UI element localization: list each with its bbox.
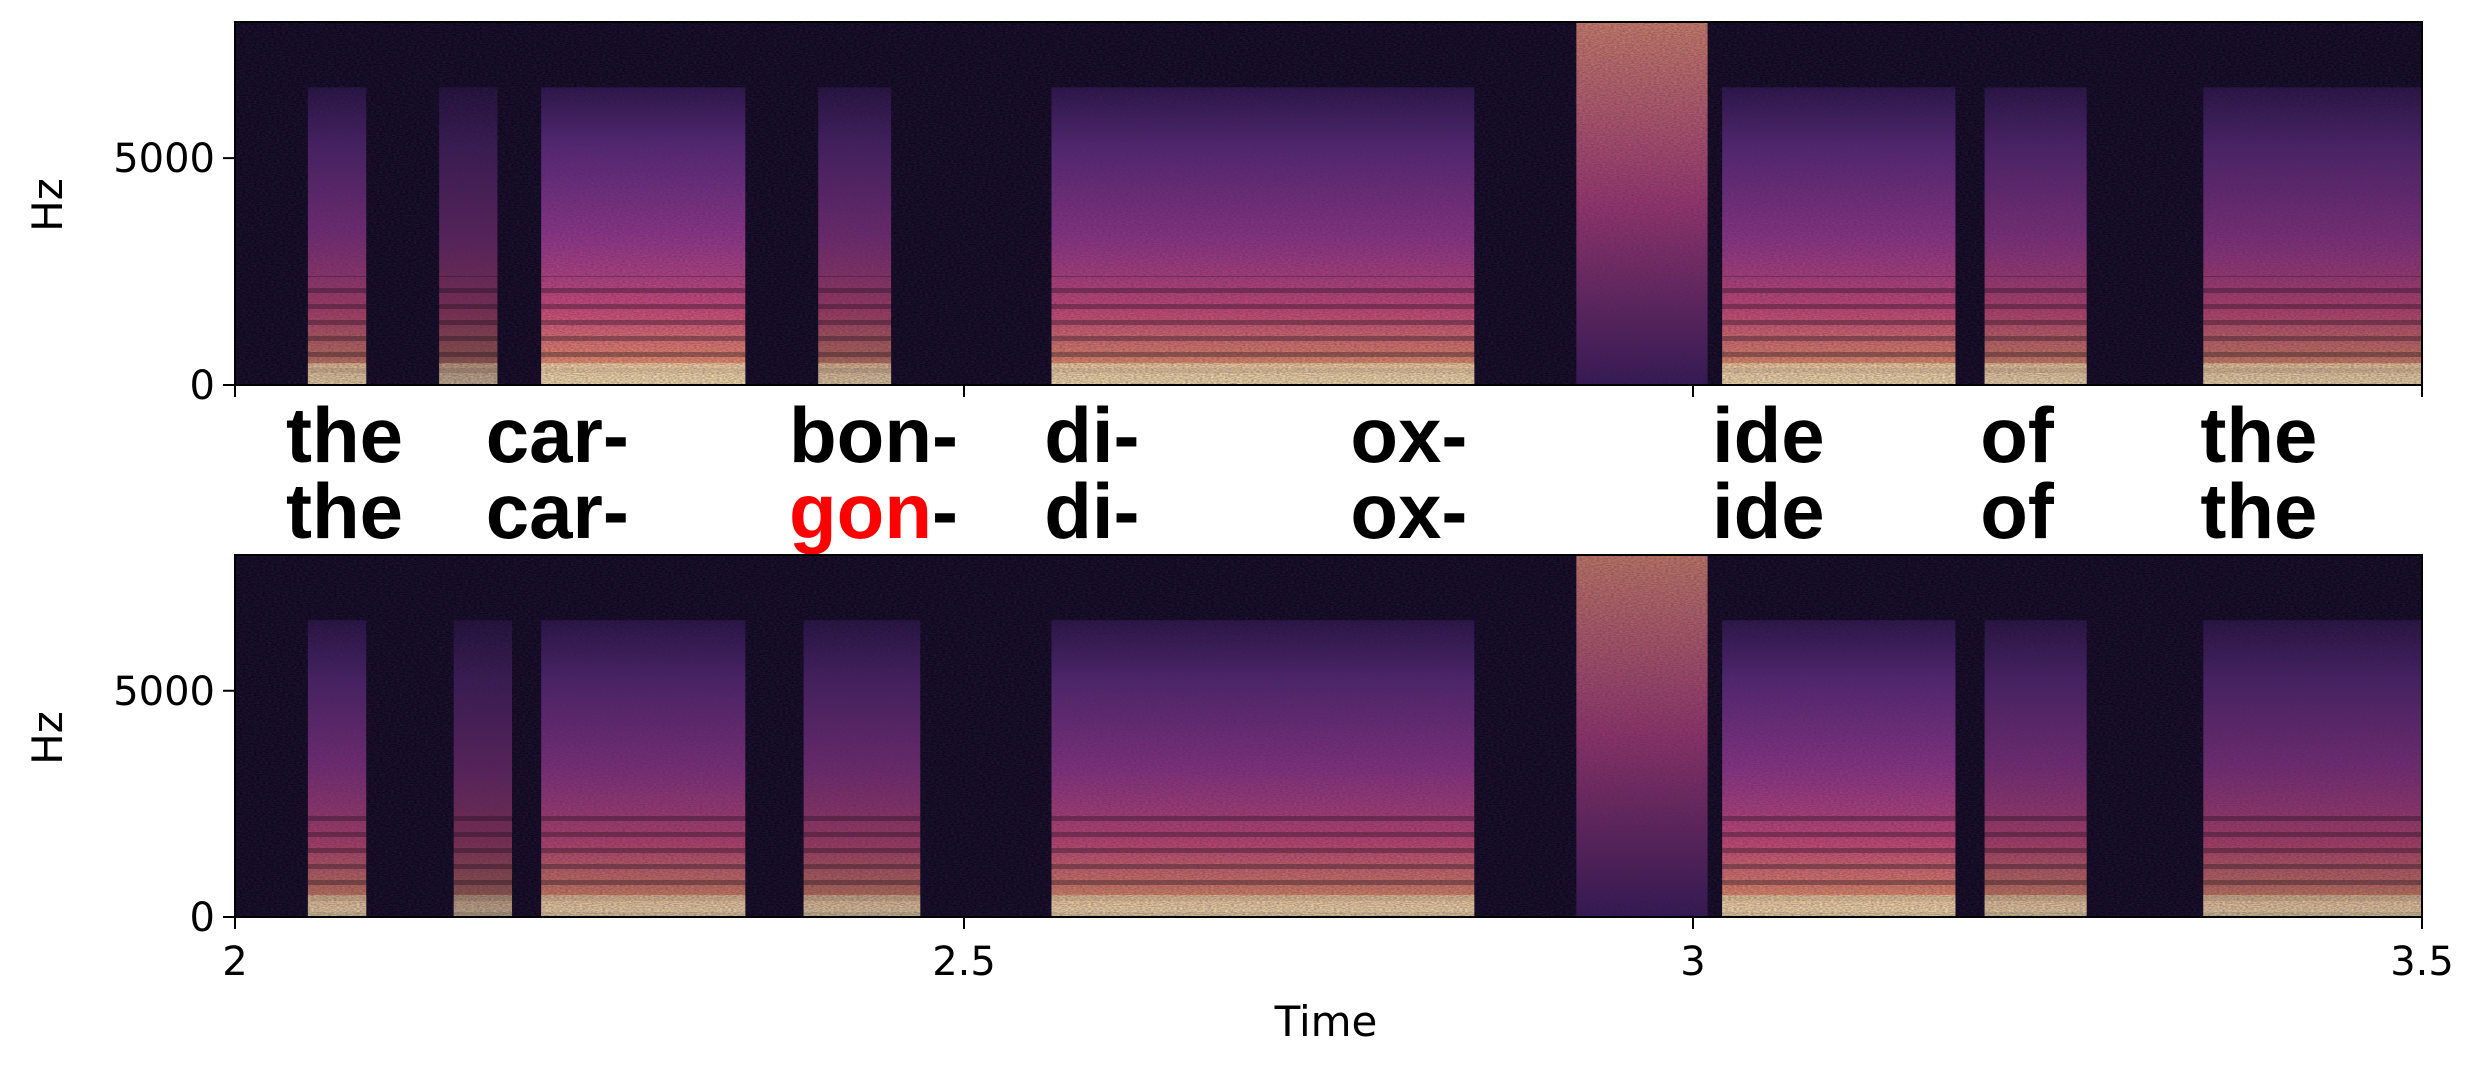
syllable-label: of [1980,467,2055,555]
syllable-label: ide [1712,467,1825,555]
x-tick-label: 3.5 [2390,939,2454,985]
syllable-label: di- [1044,391,1139,479]
syllable-label: ide [1712,391,1825,479]
y-axis-top: 0 5000 [113,136,235,409]
syllable-label: the [2200,467,2317,555]
syllable-label: ox- [1350,391,1467,479]
spectrogram-panel-top: 0 5000 Hz [23,21,2423,409]
syllable-row-modified: the car-gon-di-ox-ide of the [286,467,2317,555]
x-axis-bottom: 2 2.5 3 3.5 [222,917,2454,985]
syllable-label: ox- [1350,467,1467,555]
syllable-label: of [1980,391,2055,479]
syllable-label: car- [486,391,629,479]
x-tick-label: 2.5 [932,939,996,985]
noise-texture-top [235,22,2422,385]
y-tick-label: 0 [190,895,215,941]
syllable-label: car- [486,467,629,555]
y-tick-label: 0 [190,363,215,409]
spectrogram-panel-bottom: 0 5000 2 2.5 3 3.5 Hz [23,554,2454,985]
syllable-label: di- [1044,467,1139,555]
y-axis-label-top: Hz [23,178,72,232]
axes-frame-top [234,21,2423,386]
y-axis-label-bottom: Hz [23,711,72,765]
syllable-row-original: the car-bon-di-ox-ide of the [286,391,2317,479]
x-axis-label: Time [1274,997,1378,1046]
y-tick-label: 5000 [113,669,215,715]
x-tick-label: 2 [222,939,247,985]
syllable-label: bon- [789,391,958,479]
y-axis-bottom: 0 5000 [113,669,235,941]
syllable-highlight: gon [789,467,932,555]
syllable-label: gon- [789,467,958,555]
x-axis-top [234,385,2423,397]
x-tick-label: 3 [1680,939,1705,985]
syllable-suffix: - [932,467,958,555]
axes-frame-bottom [234,554,2423,918]
noise-texture-bottom [235,555,2422,917]
syllable-label: the [286,467,403,555]
syllable-label: the [2200,391,2317,479]
y-tick-label: 5000 [113,136,215,182]
syllable-label: the [286,391,403,479]
